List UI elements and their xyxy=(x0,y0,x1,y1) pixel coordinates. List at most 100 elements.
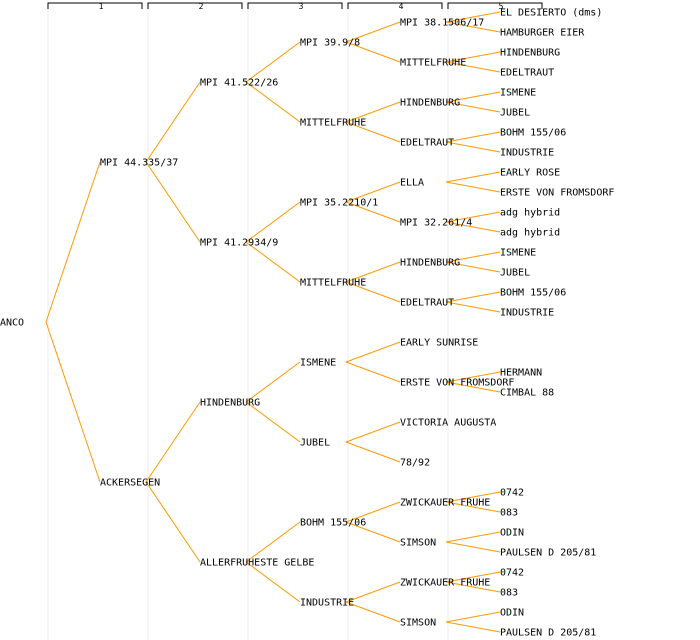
ancestor-node-label: HAMBURGER EIER xyxy=(500,28,585,39)
tree-edge xyxy=(245,401,301,443)
tree-edge xyxy=(45,161,101,323)
ancestor-node-label: ISMENE xyxy=(500,248,536,259)
ancestor-node-label: BOHM 155/06 xyxy=(500,128,566,139)
ancestor-node-label: SIMSON xyxy=(400,538,436,549)
tree-edge xyxy=(245,561,301,603)
tree-edge xyxy=(445,11,501,23)
tree-edge xyxy=(445,141,501,153)
tree-edge xyxy=(45,321,101,483)
tree-edge xyxy=(245,361,301,403)
ancestor-node-label: HINDENBURG xyxy=(200,398,260,409)
column-guides xyxy=(47,4,449,640)
tree-edge xyxy=(145,401,201,483)
ancestor-node-label: MPI 44.335/37 xyxy=(100,158,178,169)
tree-edge xyxy=(245,241,301,283)
tree-edge xyxy=(245,81,301,123)
tree-edge xyxy=(445,171,501,183)
tree-edge xyxy=(345,281,401,303)
ancestor-node-label: MPI 39.9/8 xyxy=(300,38,360,49)
generation-number: 4 xyxy=(399,2,404,11)
ancestor-node-label: HINDENBURG xyxy=(400,258,460,269)
ancestor-node-label: ERSTE VON FROMSDORF xyxy=(400,378,514,389)
ancestor-node-label: EDELTRAUT xyxy=(400,138,454,149)
ancestor-node-label: BOHM 155/06 xyxy=(300,518,366,529)
generation-bracket xyxy=(347,2,443,9)
ancestor-node-label: ZWICKAUER FRUHE xyxy=(400,498,490,509)
tree-edge xyxy=(345,601,401,623)
tree-edge xyxy=(145,161,201,243)
tree-edge xyxy=(345,121,401,143)
tree-edge xyxy=(345,581,401,603)
tree-edge xyxy=(145,81,201,163)
tree-edge xyxy=(445,251,501,263)
tree-edge xyxy=(345,501,401,523)
tree-edge xyxy=(445,531,501,543)
ancestor-node-label: JUBEL xyxy=(500,268,530,279)
tree-edge xyxy=(445,381,501,393)
tree-edge xyxy=(445,491,501,503)
tree-edge xyxy=(445,501,501,513)
tree-edge xyxy=(445,221,501,233)
tree-edge xyxy=(445,571,501,583)
tree-edge xyxy=(245,201,301,243)
tree-edge xyxy=(445,261,501,273)
generation-bracket xyxy=(147,2,243,9)
ancestor-node-label: adg hybrid xyxy=(500,228,560,239)
ancestor-node-label: ISMENE xyxy=(300,358,336,369)
ancestor-node-label: INDUSTRIE xyxy=(500,308,554,319)
tree-edge xyxy=(345,441,401,463)
tree-edge xyxy=(445,61,501,73)
ancestor-node-label: ZWICKAUER FRUHE xyxy=(400,578,490,589)
tree-edge xyxy=(445,371,501,383)
ancestor-node-label: SIMSON xyxy=(400,618,436,629)
generation-number: 1 xyxy=(99,2,104,11)
tree-edge xyxy=(445,581,501,593)
ancestor-node-label: 0742 xyxy=(500,488,524,499)
generation-number: 3 xyxy=(299,2,304,11)
ancestor-node-label: EARLY SUNRISE xyxy=(400,338,478,349)
tree-edge xyxy=(345,521,401,543)
tree-edge xyxy=(345,361,401,383)
tree-edge xyxy=(345,261,401,283)
tree-edge xyxy=(445,51,501,63)
ancestor-node-label: PAULSEN D 205/81 xyxy=(500,548,596,559)
tree-edge xyxy=(345,421,401,443)
root-node-label: ANCO xyxy=(0,318,24,329)
ancestor-node-label: ELLA xyxy=(400,178,424,189)
ancestor-node-label: ISMENE xyxy=(500,88,536,99)
ancestor-node-label: CIMBAL 88 xyxy=(500,388,554,399)
ancestor-node-label: adg hybrid xyxy=(500,208,560,219)
generation-bracket xyxy=(47,2,143,9)
tree-edge xyxy=(445,101,501,113)
ancestor-node-label: 083 xyxy=(500,508,518,519)
ancestor-node-label: MPI 32.261/4 xyxy=(400,218,472,229)
ancestor-node-label: MPI 38.1506/17 xyxy=(400,18,484,29)
ancestor-node-label: INDUSTRIE xyxy=(500,148,554,159)
generation-number: 2 xyxy=(199,2,204,11)
ancestor-node-label: HERMANN xyxy=(500,368,542,379)
tree-edge xyxy=(445,291,501,303)
ancestor-node-label: MPI 41.522/26 xyxy=(200,78,278,89)
ancestor-node-label: ALLERFRUHESTE GELBE xyxy=(200,558,314,569)
generation-bracket xyxy=(447,2,543,9)
tree-edges xyxy=(45,11,501,633)
generation-bracket xyxy=(247,2,343,9)
ancestor-node-label: 78/92 xyxy=(400,458,430,469)
ancestor-node-label: HINDENBURG xyxy=(400,98,460,109)
tree-edge xyxy=(445,181,501,193)
tree-edge xyxy=(345,101,401,123)
generation-header: 1 2 3 4 5 xyxy=(47,2,543,11)
tree-edge xyxy=(345,341,401,363)
tree-edge xyxy=(345,21,401,43)
ancestor-node-label: 0742 xyxy=(500,568,524,579)
tree-edge xyxy=(445,541,501,553)
tree-edge xyxy=(445,21,501,33)
ancestor-node-label: JUBEL xyxy=(500,108,530,119)
ancestor-node-label: JUBEL xyxy=(300,438,330,449)
ancestor-node-label: EARLY ROSE xyxy=(500,168,560,179)
ancestor-node-label: MITTELFRUHE xyxy=(300,118,366,129)
tree-edge xyxy=(245,521,301,563)
generation-number: 5 xyxy=(499,2,504,11)
ancestor-node-label: PAULSEN D 205/81 xyxy=(500,628,596,639)
